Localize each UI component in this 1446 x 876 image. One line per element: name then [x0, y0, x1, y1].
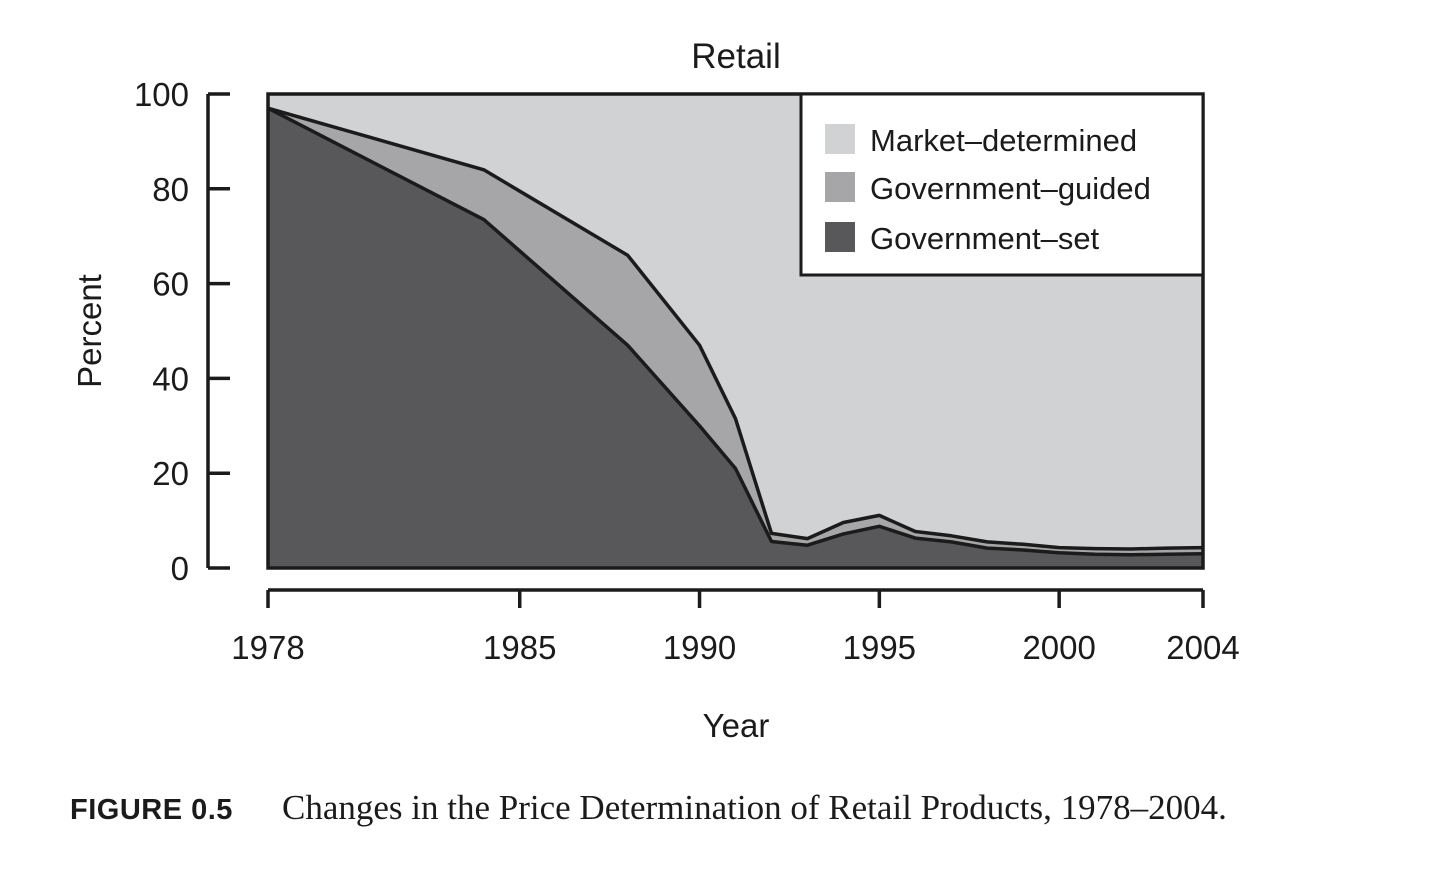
y-tick-label-100: 100: [134, 76, 189, 113]
boundary-line-government-guided: [267, 106, 1204, 551]
x-tick-label-1978: 1978: [231, 629, 304, 666]
y-axis-label: Percent: [71, 274, 108, 388]
area-government-guided: [268, 108, 1203, 555]
boundary-line-government-set: [267, 106, 1204, 557]
legend-label-government-guided: Government–guided: [870, 171, 1151, 206]
series-boundary-lines: [267, 106, 1204, 557]
x-axis-label: Year: [703, 707, 770, 744]
x-tick-label-1995: 1995: [843, 629, 916, 666]
y-tick-label-40: 40: [152, 360, 189, 397]
y-tick-label-60: 60: [152, 266, 189, 303]
legend-label-market-determined: Market–determined: [870, 123, 1137, 158]
legend-box: [799, 92, 1205, 277]
legend: Market–determined Government–guided Gove…: [799, 92, 1205, 277]
x-tick-label-1990: 1990: [663, 629, 736, 666]
x-tick-label-2004: 2004: [1166, 629, 1239, 666]
x-tick-label-1985: 1985: [483, 629, 556, 666]
y-axis: 0 20 40 60 80 100: [134, 76, 230, 587]
figure-caption-text: Changes in the Price Determination of Re…: [282, 788, 1227, 827]
figure-caption: FIGURE 0.5 Changes in the Price Determina…: [70, 788, 1440, 828]
y-tick-label-20: 20: [152, 455, 189, 492]
x-tick-label-2000: 2000: [1022, 629, 1095, 666]
chart-title: Retail: [691, 37, 780, 76]
figure-label: FIGURE 0.5: [70, 794, 233, 826]
legend-swatch-government-guided: [825, 172, 855, 202]
legend-swatch-market-determined: [825, 124, 855, 154]
area-government-set: [268, 108, 1203, 568]
legend-label-government-set: Government–set: [870, 221, 1100, 256]
legend-swatch-government-set: [825, 222, 855, 252]
x-axis: 1978 1985 1990 1995 2000 2004: [231, 588, 1240, 666]
y-tick-label-80: 80: [152, 171, 189, 208]
y-tick-label-0: 0: [171, 550, 189, 587]
plot-frame: [266, 92, 1205, 570]
